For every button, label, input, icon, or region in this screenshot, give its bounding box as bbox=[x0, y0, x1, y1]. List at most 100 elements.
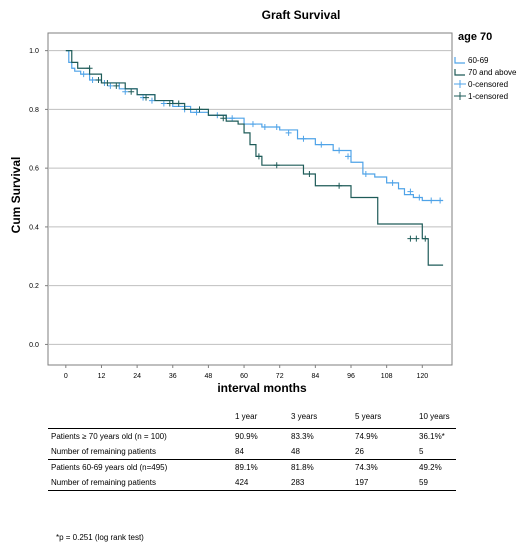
x-tick-label: 36 bbox=[169, 373, 177, 380]
table-cell: 74.3% bbox=[352, 459, 416, 475]
censor-mark bbox=[389, 179, 396, 186]
legend: age 70 60-69 70 and above 0-censored 1-cens… bbox=[454, 31, 517, 101]
censor-mark bbox=[160, 100, 167, 107]
censor-mark bbox=[220, 115, 227, 122]
table-row: Number of remaining patients 84 48 26 5 bbox=[48, 444, 456, 460]
censor-mark bbox=[345, 153, 352, 160]
table-cell: 197 bbox=[352, 475, 416, 491]
x-tick-label: 48 bbox=[205, 373, 213, 380]
x-tick-label: 96 bbox=[347, 373, 355, 380]
censor-mark bbox=[285, 129, 292, 136]
censor-mark bbox=[261, 124, 268, 131]
x-tick-label: 84 bbox=[311, 373, 319, 380]
legend-censor-symbol bbox=[454, 92, 466, 100]
y-axis-label: Cum Survival bbox=[9, 157, 23, 234]
legend-title: age 70 bbox=[458, 31, 492, 43]
survival-chart: Graft Survival Cum Survival 0.0 0.2 0.4 0.6… bbox=[9, 8, 517, 395]
y-tick-label: 0.0 bbox=[29, 342, 39, 349]
plot-frame bbox=[47, 32, 453, 366]
x-tick-label: 120 bbox=[416, 373, 428, 380]
censor-mark bbox=[318, 141, 325, 148]
censor-mark bbox=[336, 147, 343, 154]
table-cell: 83.3% bbox=[291, 432, 314, 441]
censor-mark bbox=[166, 100, 173, 107]
plot-area: 0.0 0.2 0.4 0.6 0.8 1.0 0 12 24 36 48 60 72 84 96 108 12… bbox=[29, 32, 453, 380]
table-cell: 74.9% bbox=[355, 432, 378, 441]
censor-mark bbox=[255, 153, 262, 160]
censor-mark bbox=[362, 171, 369, 178]
censor-mark bbox=[273, 162, 280, 169]
censor-mark bbox=[80, 71, 87, 78]
censor-mark bbox=[196, 106, 203, 113]
censor-mark bbox=[413, 235, 420, 242]
censor-mark bbox=[422, 235, 429, 242]
censor-mark bbox=[113, 82, 120, 89]
x-tick-label: 108 bbox=[381, 373, 393, 380]
censor-mark bbox=[128, 88, 135, 95]
table-row: Number of remaining patients 424 283 197… bbox=[48, 475, 456, 491]
censor-mark bbox=[300, 135, 307, 142]
chart-title: Graft Survival bbox=[262, 8, 341, 22]
x-tick-label: 0 bbox=[64, 373, 68, 380]
series-line-60-69 bbox=[65, 50, 444, 202]
censor-mark bbox=[175, 100, 182, 107]
censor-mark bbox=[104, 79, 111, 86]
table-cell: 48 bbox=[291, 447, 300, 456]
censor-mark bbox=[148, 97, 155, 104]
table-cell: 283 bbox=[288, 475, 352, 491]
censor-mark bbox=[273, 124, 280, 131]
censor-mark bbox=[229, 115, 236, 122]
censor-mark bbox=[336, 182, 343, 189]
table-row: Patients ≥ 70 years old (n = 100) 90.9% … bbox=[48, 429, 456, 445]
table-cell: 26 bbox=[355, 447, 364, 456]
table-header-cell: 1 year bbox=[232, 404, 288, 429]
y-tick-label: 0.4 bbox=[29, 224, 39, 231]
table-cell: Number of remaining patients bbox=[51, 447, 156, 456]
y-tick-label: 0.6 bbox=[29, 166, 39, 173]
table-cell: 424 bbox=[232, 475, 288, 491]
table-header-cell: 5 years bbox=[352, 404, 416, 429]
legend-line-symbol bbox=[454, 69, 465, 76]
censor-mark bbox=[86, 65, 93, 72]
legend-censor-symbol bbox=[454, 80, 466, 88]
censor-mark bbox=[122, 88, 129, 95]
censor-mark bbox=[193, 109, 200, 116]
table-row: Patients 60-69 years old (n=495) 89.1% 8… bbox=[48, 459, 456, 475]
censor-mark bbox=[407, 235, 414, 242]
legend-item-label: 70 and above bbox=[468, 68, 517, 77]
legend-item-label: 1-censored bbox=[468, 92, 508, 101]
censor-mark bbox=[428, 197, 435, 204]
legend-item-label: 0-censored bbox=[468, 80, 508, 89]
censor-mark bbox=[249, 121, 256, 128]
censor-mark bbox=[306, 171, 313, 178]
censor-mark bbox=[143, 94, 150, 101]
table-cell: 5 bbox=[419, 447, 424, 456]
y-tick-label: 0.2 bbox=[29, 283, 39, 290]
y-tick-label: 0.8 bbox=[29, 107, 39, 114]
table-cell: 84 bbox=[235, 447, 244, 456]
table-header-cell: 3 years bbox=[288, 404, 352, 429]
censor-mark bbox=[89, 77, 96, 84]
table-cell: 49.2% bbox=[416, 459, 456, 475]
table-header-row: 1 year 3 years 5 years 10 years bbox=[48, 404, 456, 429]
table-cell: 81.8% bbox=[288, 459, 352, 475]
x-tick-label: 60 bbox=[240, 373, 248, 380]
table-cell: 89.1% bbox=[232, 459, 288, 475]
table-cell: Number of remaining patients bbox=[48, 475, 232, 491]
x-tick-label: 24 bbox=[133, 373, 141, 380]
x-tick-label: 72 bbox=[276, 373, 284, 380]
legend-item-label: 60-69 bbox=[468, 56, 489, 65]
y-tick-label: 1.0 bbox=[29, 48, 39, 55]
table-cell: Patients 60-69 years old (n=495) bbox=[48, 459, 232, 475]
footnote: *p = 0.251 (log rank test) bbox=[56, 533, 144, 542]
censor-mark bbox=[95, 77, 102, 84]
censor-mark bbox=[437, 197, 444, 204]
censor-mark bbox=[107, 82, 114, 89]
x-tick-label: 12 bbox=[98, 373, 106, 380]
censor-mark bbox=[407, 188, 414, 195]
table-cell: 90.9% bbox=[235, 432, 258, 441]
table-header-cell bbox=[48, 404, 232, 429]
table-cell: 36.1%* bbox=[419, 432, 445, 441]
table-cell: Patients ≥ 70 years old (n = 100) bbox=[51, 432, 167, 441]
survival-table: 1 year 3 years 5 years 10 years Patients… bbox=[48, 404, 456, 491]
